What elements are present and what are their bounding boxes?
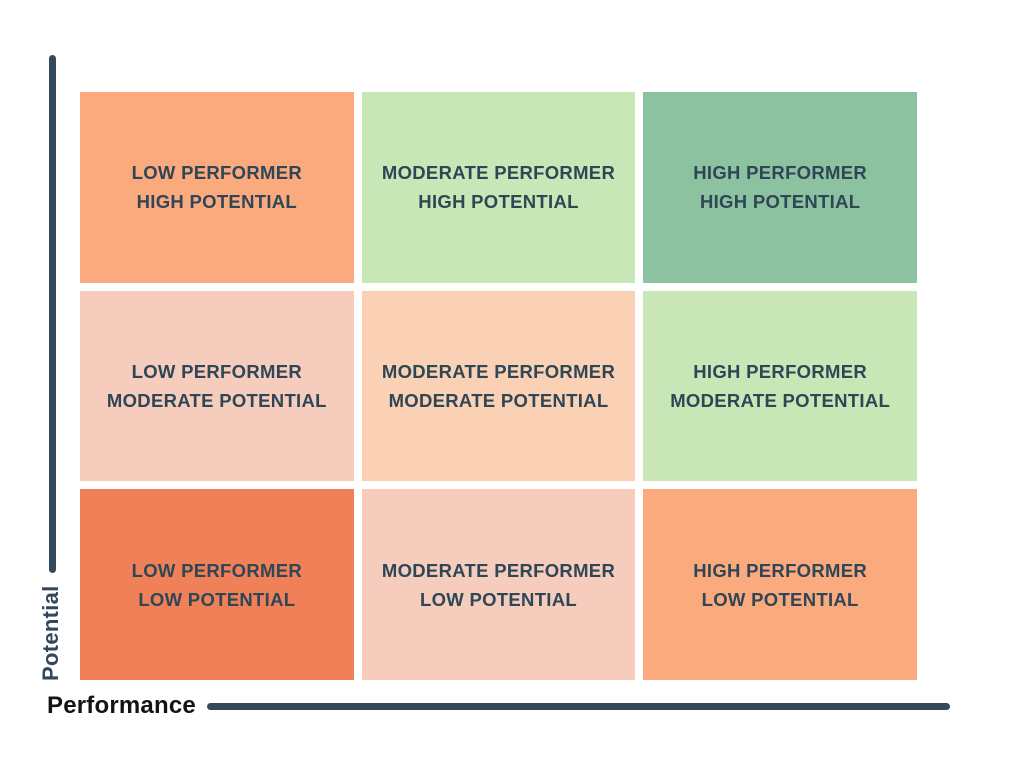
x-axis-label: Performance bbox=[47, 692, 196, 719]
cell-text-line1: MODERATE PERFORMER bbox=[381, 360, 616, 382]
cell-text-line2: MODERATE POTENTIAL bbox=[388, 389, 609, 411]
cell-text-line1: LOW PERFORMER bbox=[131, 162, 303, 184]
cell-low-performer-low-potential: LOW PERFORMER LOW POTENTIAL bbox=[80, 489, 354, 680]
cell-text-line2: HIGH POTENTIAL bbox=[136, 191, 298, 213]
cell-text-line2: LOW POTENTIAL bbox=[701, 588, 859, 610]
cell-text-line1: LOW PERFORMER bbox=[131, 360, 303, 382]
cell-text-line2: HIGH POTENTIAL bbox=[418, 191, 579, 213]
cell-text-line2: MODERATE POTENTIAL bbox=[670, 389, 891, 411]
cell-text-line1: HIGH PERFORMER bbox=[693, 162, 868, 184]
cell-moderate-performer-low-potential: MODERATE PERFORMER LOW POTENTIAL bbox=[361, 489, 636, 680]
matrix-grid: LOW PERFORMER HIGH POTENTIAL MODERATE PE… bbox=[80, 92, 917, 680]
cell-text-line1: HIGH PERFORMER bbox=[693, 559, 868, 581]
y-axis-label: Potential bbox=[38, 585, 63, 681]
cell-high-performer-low-potential: HIGH PERFORMER LOW POTENTIAL bbox=[643, 489, 917, 680]
cell-text-line2: HIGH POTENTIAL bbox=[699, 191, 861, 213]
y-axis-line bbox=[49, 55, 56, 573]
cell-text-line1: LOW PERFORMER bbox=[131, 559, 303, 581]
x-axis-line bbox=[207, 703, 950, 710]
cell-high-performer-high-potential: HIGH PERFORMER HIGH POTENTIAL bbox=[643, 92, 917, 283]
cell-moderate-performer-high-potential: MODERATE PERFORMER HIGH POTENTIAL bbox=[361, 92, 636, 283]
cell-high-performer-moderate-potential: HIGH PERFORMER MODERATE POTENTIAL bbox=[643, 290, 917, 482]
cell-text-line1: MODERATE PERFORMER bbox=[381, 162, 616, 184]
cell-low-performer-moderate-potential: LOW PERFORMER MODERATE POTENTIAL bbox=[80, 290, 354, 482]
cell-text-line2: MODERATE POTENTIAL bbox=[106, 389, 327, 411]
cell-text-line2: LOW POTENTIAL bbox=[138, 588, 296, 610]
cell-low-performer-high-potential: LOW PERFORMER HIGH POTENTIAL bbox=[80, 92, 354, 283]
cell-text-line1: HIGH PERFORMER bbox=[693, 360, 868, 382]
cell-text-line1: MODERATE PERFORMER bbox=[381, 559, 616, 581]
cell-moderate-performer-moderate-potential: MODERATE PERFORMER MODERATE POTENTIAL bbox=[361, 290, 636, 482]
cell-text-line2: LOW POTENTIAL bbox=[419, 588, 577, 610]
